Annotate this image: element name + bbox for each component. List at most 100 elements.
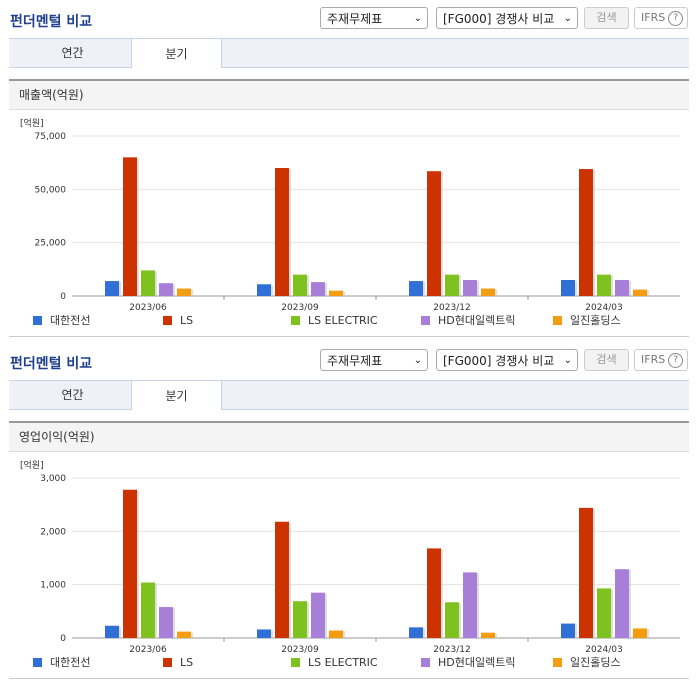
y-tick-label: 25,000 — [35, 239, 67, 249]
y-unit-label: [억원] — [20, 117, 44, 129]
bar-5 — [177, 288, 191, 296]
divider — [9, 678, 689, 679]
legend-item[interactable]: 일진홀딩스 — [553, 314, 621, 328]
legend-label: LS ELECTRIC — [308, 656, 378, 669]
legend-item[interactable]: 대한전선 — [33, 656, 90, 670]
legend-label: 일진홀딩스 — [570, 314, 621, 327]
legend-swatch — [553, 316, 562, 325]
legend-label: 대한전선 — [50, 314, 91, 327]
legend-item[interactable]: LS — [163, 314, 193, 328]
bar-5 — [329, 630, 343, 638]
legend-label: LS — [180, 656, 194, 669]
legend-item[interactable]: LS ELECTRIC — [291, 656, 378, 670]
bar-5 — [177, 631, 191, 638]
search-button[interactable]: 검색 — [584, 7, 629, 29]
x-tick-label: 2023/12 — [433, 645, 470, 654]
ifrs-help-button[interactable]: IFRS? — [634, 349, 688, 371]
panel-toolbar: 펀더멘털 비교 주재무제표 ⌄ [FG000] 경쟁사 비교 ⌄ 검색 IFRS… — [0, 342, 696, 376]
legend-label: HD현대일렉트릭 — [438, 656, 516, 669]
y-tick-label: 50,000 — [35, 185, 67, 195]
x-tick-label: 2023/06 — [129, 645, 167, 654]
bar-3 — [597, 588, 611, 638]
bar-3 — [445, 602, 459, 638]
legend-swatch — [163, 658, 172, 667]
bar-2 — [123, 157, 137, 296]
legend-label: LS ELECTRIC — [308, 314, 378, 327]
panel-toolbar: 펀더멘털 비교 주재무제표 ⌄ [FG000] 경쟁사 비교 ⌄ 검색 IFRS… — [0, 0, 696, 34]
operating-profit-chart: [억원] 0 1,000 2,000 3,000 2023/06 2023/09 2023/1… — [20, 459, 680, 654]
chart-legend: 대한전선 LS LS ELECTRIC HD현대일렉트릭 일진홀딩스 — [33, 314, 693, 330]
y-unit-label: [억원] — [20, 459, 44, 471]
legend-item[interactable]: 일진홀딩스 — [553, 656, 621, 670]
y-tick-label: 3,000 — [40, 474, 66, 484]
search-button[interactable]: 검색 — [584, 349, 629, 371]
statement-select[interactable]: 주재무제표 ⌄ — [320, 349, 428, 371]
bar-3 — [597, 274, 611, 296]
tab-annual[interactable]: 연간 — [61, 46, 84, 60]
legend-swatch — [421, 316, 430, 325]
legend-item[interactable]: 대한전선 — [33, 314, 90, 328]
chart-legend: 대한전선 LS LS ELECTRIC HD현대일렉트릭 일진홀딩스 — [33, 656, 693, 672]
peer-select[interactable]: [FG000] 경쟁사 비교 ⌄ — [436, 349, 578, 371]
statement-select-value: 주재무제표 — [327, 12, 383, 26]
help-icon: ? — [668, 352, 684, 368]
statement-select-value: 주재무제표 — [327, 354, 383, 368]
y-tick-label: 1,000 — [40, 581, 66, 591]
ifrs-help-button[interactable]: IFRS? — [634, 7, 688, 29]
bar-2 — [427, 548, 441, 638]
chevron-down-icon: ⌄ — [563, 13, 572, 24]
chart-header: 매출액(억원) — [9, 81, 689, 110]
peer-select-value: [FG000] 경쟁사 비교 — [443, 354, 555, 368]
tab-annual[interactable]: 연간 — [61, 388, 84, 402]
legend-item[interactable]: LS ELECTRIC — [291, 314, 378, 328]
bar-4 — [463, 572, 477, 638]
legend-item[interactable]: LS — [163, 656, 193, 670]
bar-4 — [311, 592, 325, 638]
chart-box: 영업이익(억원) — [9, 421, 689, 452]
chevron-down-icon: ⌄ — [413, 355, 422, 366]
bar-5 — [633, 289, 647, 296]
x-tick-label: 2023/09 — [281, 645, 319, 654]
legend-item[interactable]: HD현대일렉트릭 — [421, 656, 515, 670]
chart-box: 매출액(억원) — [9, 79, 689, 110]
bar-4 — [159, 607, 173, 638]
period-tabs: 연간 분기 — [9, 38, 689, 68]
peer-select-value: [FG000] 경쟁사 비교 — [443, 12, 555, 26]
divider — [9, 336, 689, 337]
legend-label: LS — [180, 314, 194, 327]
y-tick-label: 2,000 — [40, 527, 66, 537]
ifrs-label: IFRS — [641, 11, 666, 24]
help-icon: ? — [668, 10, 684, 26]
y-tick-label: 0 — [60, 292, 66, 302]
bar-1 — [561, 280, 575, 296]
x-tick-label: 2023/06 — [129, 303, 167, 312]
chevron-down-icon: ⌄ — [413, 13, 422, 24]
y-tick-label: 0 — [60, 634, 66, 644]
bar-3 — [141, 270, 155, 296]
bar-4 — [463, 280, 477, 296]
legend-label: 일진홀딩스 — [570, 656, 621, 669]
bar-5 — [481, 632, 495, 638]
panel-title: 펀더멘털 비교 — [10, 356, 93, 372]
tab-quarterly[interactable]: 분기 — [131, 38, 222, 68]
bar-1 — [561, 623, 575, 638]
legend-item[interactable]: HD현대일렉트릭 — [421, 314, 515, 328]
fundamental-panel-2: 펀더멘털 비교 주재무제표 ⌄ [FG000] 경쟁사 비교 ⌄ 검색 IFRS… — [0, 342, 696, 684]
bar-2 — [427, 171, 441, 296]
peer-select[interactable]: [FG000] 경쟁사 비교 ⌄ — [436, 7, 578, 29]
bar-4 — [615, 280, 629, 296]
bar-1 — [409, 281, 423, 296]
legend-swatch — [33, 658, 42, 667]
statement-select[interactable]: 주재무제표 ⌄ — [320, 7, 428, 29]
bar-2 — [123, 489, 137, 638]
x-tick-label: 2024/03 — [585, 645, 622, 654]
bar-1 — [105, 281, 119, 296]
tab-quarterly[interactable]: 분기 — [131, 380, 222, 410]
legend-label: HD현대일렉트릭 — [438, 314, 516, 327]
bar-5 — [481, 288, 495, 296]
bar-4 — [615, 569, 629, 638]
bar-1 — [105, 625, 119, 638]
bar-1 — [257, 629, 271, 638]
legend-swatch — [291, 658, 300, 667]
legend-swatch — [421, 658, 430, 667]
